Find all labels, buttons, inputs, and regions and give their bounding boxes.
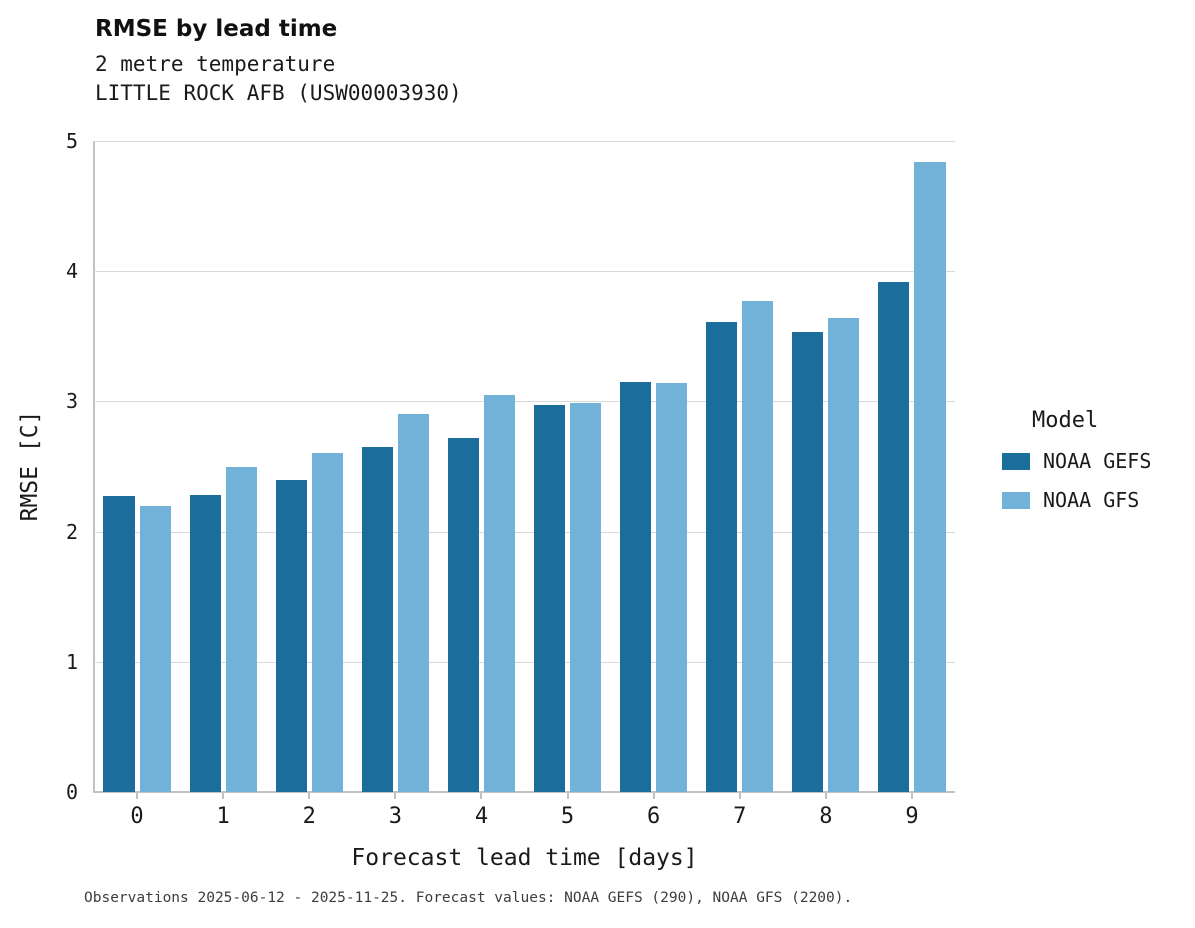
y-tick-label-1: 1 bbox=[65, 649, 78, 674]
bar-noaa-gefs-lead-2 bbox=[275, 479, 307, 792]
gridline-y-2 bbox=[94, 531, 955, 533]
title-block: RMSE by lead time 2 metre temperature LI… bbox=[95, 16, 462, 108]
gridline-y-4 bbox=[94, 271, 955, 273]
x-tick-label-4: 4 bbox=[474, 804, 489, 829]
y-tick-label-5: 5 bbox=[65, 129, 78, 153]
legend-title: Model bbox=[1032, 408, 1099, 433]
x-tick-label-6: 6 bbox=[647, 804, 661, 829]
caption-text: Observations 2025-06-12 - 2025-11-25. Fo… bbox=[84, 890, 853, 906]
x-axis-label: Forecast lead time [days] bbox=[351, 845, 698, 871]
gridline-y-1 bbox=[94, 661, 955, 663]
gridline-y-3 bbox=[94, 401, 955, 403]
legend-item-noaa-gfs: NOAA GFS bbox=[1002, 488, 1151, 512]
bar-noaa-gefs-lead-5 bbox=[533, 405, 566, 792]
chart-title: RMSE by lead time bbox=[95, 16, 338, 42]
bar-noaa-gefs-lead-7 bbox=[706, 321, 738, 792]
y-axis-label: RMSE [C] bbox=[17, 410, 43, 522]
x-tick-mark-8 bbox=[824, 792, 827, 799]
bar-noaa-gfs-lead-5 bbox=[570, 402, 602, 792]
x-tick-mark-0 bbox=[136, 792, 139, 799]
chart-subtitle-variable: 2 metre temperature bbox=[95, 52, 336, 76]
bar-noaa-gefs-lead-1 bbox=[189, 495, 221, 792]
plot-area: 0 1 2 3 4 5 0 1 2 3 4 5 6 7 8 9 bbox=[66, 129, 955, 829]
x-tick-mark-4 bbox=[480, 792, 483, 799]
x-axis-spine bbox=[93, 791, 955, 793]
bar-noaa-gfs-lead-3 bbox=[397, 414, 429, 792]
bar-noaa-gefs-lead-4 bbox=[447, 437, 479, 792]
x-tick-mark-7 bbox=[738, 792, 741, 799]
legend-label-noaa-gfs: NOAA GFS bbox=[1043, 488, 1140, 512]
y-tick-label-3: 3 bbox=[65, 389, 78, 414]
x-tick-label-9: 9 bbox=[905, 804, 919, 829]
gridline-y-5 bbox=[94, 141, 955, 142]
bar-noaa-gfs-lead-0 bbox=[139, 505, 171, 792]
bar-noaa-gefs-lead-9 bbox=[878, 281, 910, 792]
x-tick-label-2: 2 bbox=[302, 804, 316, 829]
x-tick-mark-2 bbox=[308, 792, 311, 799]
bar-noaa-gfs-lead-4 bbox=[483, 394, 516, 792]
x-tick-mark-1 bbox=[222, 792, 225, 799]
bar-noaa-gfs-lead-6 bbox=[656, 383, 688, 792]
bar-noaa-gfs-lead-2 bbox=[311, 453, 343, 792]
bar-noaa-gefs-lead-6 bbox=[620, 381, 652, 792]
legend-swatch-noaa-gfs bbox=[1002, 491, 1030, 509]
legend-item-noaa-gefs: NOAA GEFS bbox=[1002, 449, 1151, 473]
bar-noaa-gefs-lead-0 bbox=[103, 496, 135, 792]
y-axis-spine bbox=[93, 141, 95, 792]
bar-noaa-gfs-lead-1 bbox=[225, 466, 257, 792]
bar-noaa-gefs-lead-8 bbox=[792, 332, 824, 792]
y-tick-label-0: 0 bbox=[65, 780, 78, 804]
bar-noaa-gfs-lead-7 bbox=[742, 301, 774, 792]
bar-noaa-gfs-lead-9 bbox=[914, 161, 946, 792]
bar-noaa-gefs-lead-3 bbox=[361, 446, 393, 792]
x-tick-mark-6 bbox=[652, 792, 655, 799]
y-tick-label-2: 2 bbox=[65, 519, 78, 544]
x-tick-label-3: 3 bbox=[388, 804, 402, 829]
y-tick-label-4: 4 bbox=[65, 259, 78, 284]
bar-noaa-gfs-lead-8 bbox=[828, 318, 860, 792]
legend-label-noaa-gefs: NOAA GEFS bbox=[1043, 449, 1152, 473]
legend: Model NOAA GEFS NOAA GFS bbox=[1002, 408, 1151, 527]
legend-swatch-noaa-gefs bbox=[1002, 452, 1030, 470]
x-tick-label-0: 0 bbox=[130, 804, 144, 829]
x-tick-label-8: 8 bbox=[819, 804, 833, 829]
x-tick-mark-9 bbox=[910, 792, 913, 799]
x-tick-label-5: 5 bbox=[560, 804, 575, 829]
x-tick-label-1: 1 bbox=[216, 804, 230, 829]
chart-subtitle-station: LITTLE ROCK AFB (USW00003930) bbox=[95, 80, 462, 105]
x-tick-label-7: 7 bbox=[733, 804, 747, 829]
x-tick-mark-3 bbox=[394, 792, 397, 799]
x-tick-mark-5 bbox=[566, 792, 569, 799]
